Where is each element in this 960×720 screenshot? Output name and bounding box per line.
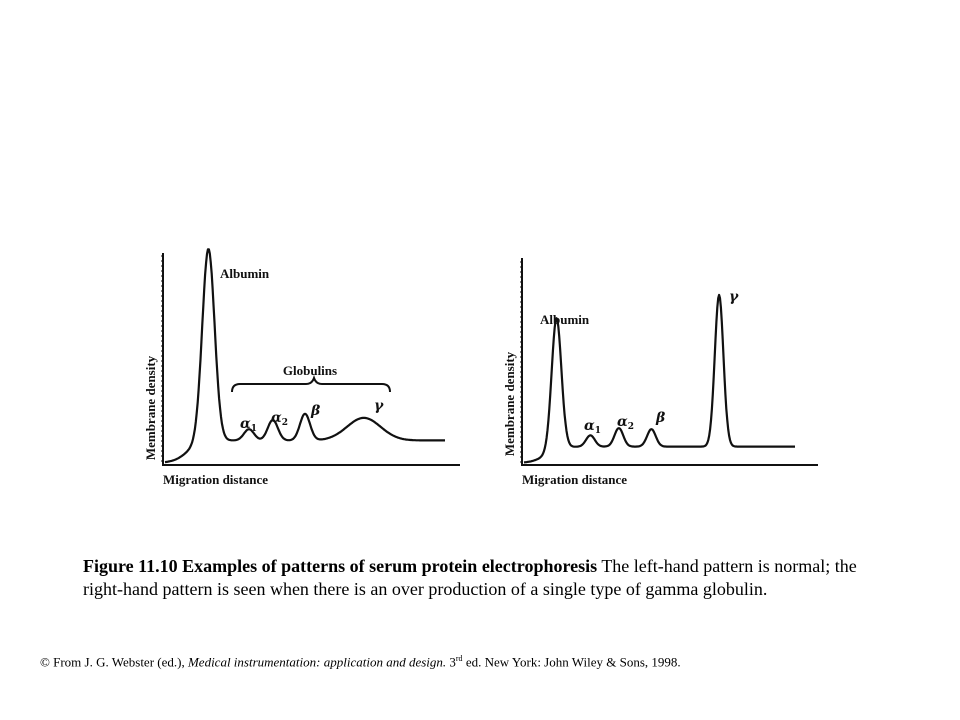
caption-title: Figure 11.10 Examples of patterns of ser… bbox=[83, 556, 598, 576]
gamma-label: γ bbox=[374, 398, 384, 414]
caption-text: The left-hand pattern is normal; the rig… bbox=[83, 556, 857, 599]
y-axis-ticks bbox=[161, 255, 163, 462]
y-axis-label: Membrane density bbox=[502, 351, 517, 456]
globulins-label: Globulins bbox=[283, 363, 337, 378]
right-panel: Albumin α1 α2 β γ Membrane density Migra… bbox=[502, 258, 818, 487]
alpha1-label: α1 bbox=[240, 416, 257, 434]
beta-label: β bbox=[655, 410, 666, 426]
density-curve bbox=[523, 293, 796, 464]
albumin-label: Albumin bbox=[220, 266, 270, 281]
alpha2-label: α2 bbox=[617, 414, 634, 432]
beta-label: β bbox=[310, 403, 321, 419]
credit-edition: 3 bbox=[449, 654, 456, 670]
credit-book-title: Medical instrumentation: application and… bbox=[187, 654, 447, 670]
gamma-label: γ bbox=[729, 289, 739, 305]
globulins-brace bbox=[231, 374, 391, 393]
y-axis-label: Membrane density bbox=[143, 355, 158, 460]
credit-prefix: © From J. G. Webster (ed.), bbox=[40, 654, 185, 670]
credit-publisher: ed. New York: John Wiley & Sons, 1998. bbox=[465, 654, 681, 670]
x-axis-label: Migration distance bbox=[163, 472, 268, 487]
source-credit: © From J. G. Webster (ed.), Medical inst… bbox=[40, 654, 940, 670]
figure-caption: Figure 11.10 Examples of patterns of ser… bbox=[83, 555, 883, 601]
density-curve bbox=[164, 248, 446, 464]
alpha1-label: α1 bbox=[584, 418, 601, 436]
x-axis-label: Migration distance bbox=[522, 472, 627, 487]
left-panel: Albumin Globulins α1 α2 β γ Membrane den… bbox=[143, 248, 460, 487]
y-axis-ticks bbox=[520, 261, 522, 463]
alpha2-label: α2 bbox=[271, 410, 288, 428]
albumin-label: Albumin bbox=[540, 312, 590, 327]
electrophoresis-figure: Albumin Globulins α1 α2 β γ Membrane den… bbox=[143, 248, 818, 487]
credit-edition-sup: rd bbox=[455, 654, 463, 663]
